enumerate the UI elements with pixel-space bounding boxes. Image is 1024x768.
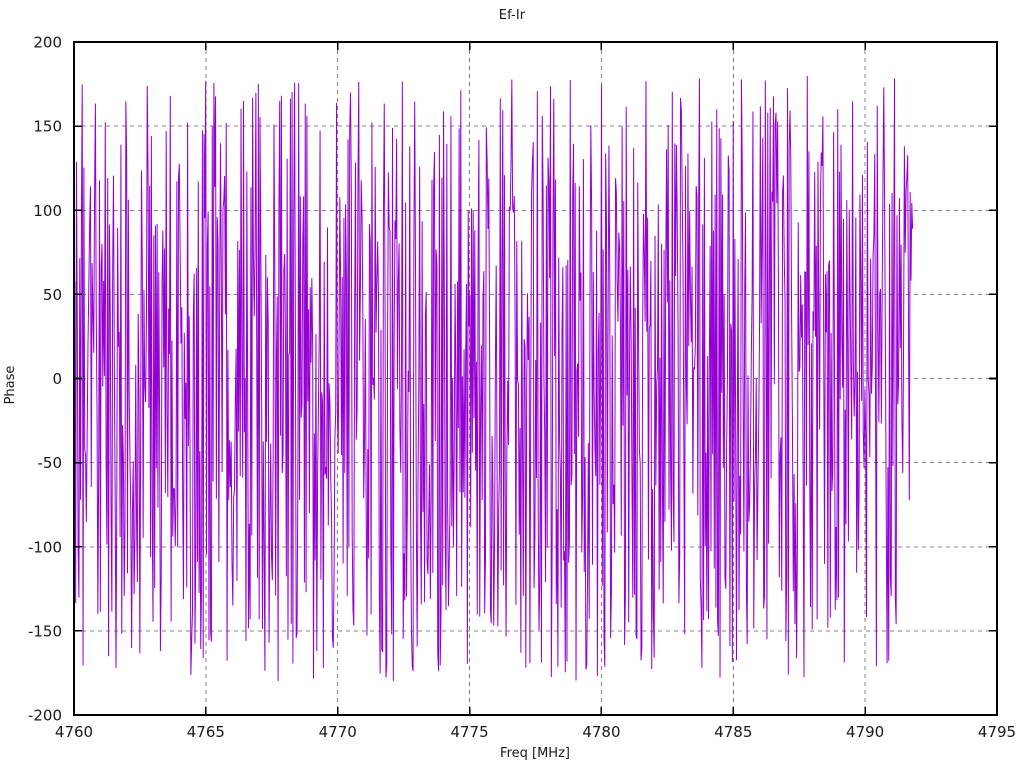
x-tick-label: 4760 — [55, 723, 93, 741]
x-tick-label: 4775 — [450, 723, 488, 741]
y-tick-label: 150 — [33, 118, 62, 136]
tick-marks — [73, 41, 998, 716]
y-tick-label: 0 — [52, 370, 62, 388]
tick-labels: -200 -150 -100 -50 0 50 100 150 200 4760 4765 4770 4… — [28, 34, 1016, 742]
data-series-layer — [73, 75, 914, 681]
y-tick-label: -200 — [28, 707, 62, 725]
x-tick-label: 4765 — [187, 723, 225, 741]
chart-title: Ef-Ir — [498, 8, 526, 23]
x-tick-label: 4780 — [582, 723, 620, 741]
y-tick-label: 200 — [33, 34, 62, 52]
y-tick-label: -150 — [28, 622, 62, 640]
y-tick-label: -100 — [28, 538, 62, 556]
y-tick-label: -50 — [38, 454, 63, 472]
x-tick-label: 4785 — [714, 723, 752, 741]
y-tick-label: 100 — [33, 202, 62, 220]
x-tick-label: 4795 — [978, 723, 1016, 741]
y-axis-title: Phase — [3, 366, 18, 405]
y-tick-label: 50 — [43, 286, 62, 304]
x-axis-title: Freq [MHz] — [500, 746, 570, 761]
x-tick-label: 4770 — [319, 723, 357, 741]
x-tick-label: 4790 — [846, 723, 884, 741]
